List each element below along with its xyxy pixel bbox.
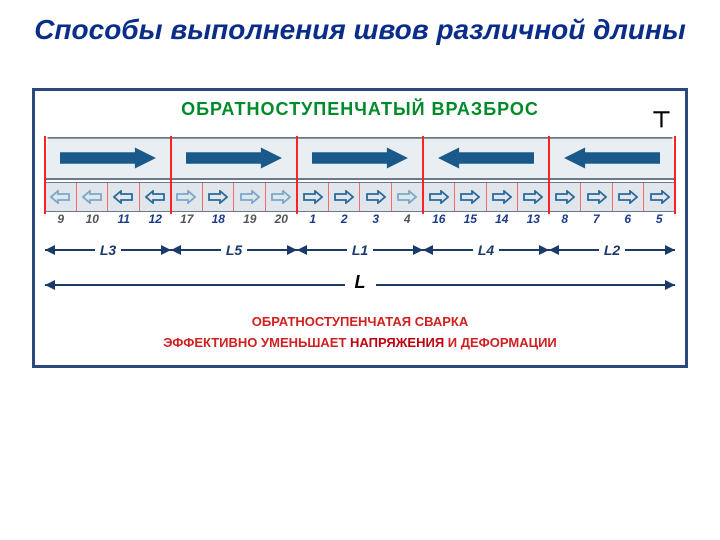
segment-arrow <box>359 183 391 211</box>
segment-arrow <box>423 183 455 211</box>
big-arrow-right <box>171 138 297 178</box>
top-arrows-row <box>45 138 675 178</box>
dim-segment: L5 <box>171 240 297 260</box>
segment-number: 6 <box>612 212 644 232</box>
segment-number: 7 <box>581 212 613 232</box>
title-text: Способы выполнения швов различной длины <box>34 14 686 45</box>
dim-arrow-r <box>413 245 423 255</box>
dim-total-arrow-l <box>45 280 55 290</box>
dimension-row-segments: L3 L5 L1 L4 L2 <box>45 240 675 270</box>
segment-arrow <box>486 183 518 211</box>
dim-arrow-l <box>297 245 307 255</box>
dim-segment: L1 <box>297 240 423 260</box>
section-divider <box>422 136 424 214</box>
segment-number: 1 <box>297 212 329 232</box>
segment-number: 10 <box>77 212 109 232</box>
dim-arrow-l <box>423 245 433 255</box>
section-divider <box>44 136 46 214</box>
segment-arrow <box>296 183 328 211</box>
dim-arrow-r <box>161 245 171 255</box>
segment-arrow <box>580 183 612 211</box>
segment-number: 12 <box>140 212 172 232</box>
dim-arrow-l <box>45 245 55 255</box>
dim-total-arrow-r <box>665 280 675 290</box>
caption-l2b: И ДЕФОРМАЦИИ <box>444 335 557 350</box>
segment-number: 2 <box>329 212 361 232</box>
dim-label: L5 <box>222 242 246 258</box>
segment-number: 16 <box>423 212 455 232</box>
dim-label: L3 <box>96 242 120 258</box>
segment-number: 3 <box>360 212 392 232</box>
caption-l2a: ЭФФЕКТИВНО УМЕНЬШАЕТ <box>163 335 350 350</box>
section-divider <box>296 136 298 214</box>
bottom-caption: ОБРАТНОСТУПЕНЧАТАЯ СВАРКА ЭФФЕКТИВНО УМЕ… <box>35 312 685 354</box>
dim-label: L1 <box>348 242 372 258</box>
segment-arrow <box>139 183 171 211</box>
section-divider <box>548 136 550 214</box>
segment-number: 8 <box>549 212 581 232</box>
dim-arrow-l <box>171 245 181 255</box>
page-title: Способы выполнения швов различной длины <box>0 0 720 50</box>
segment-number: 9 <box>45 212 77 232</box>
segment-arrow <box>76 183 108 211</box>
segment-arrow <box>107 183 139 211</box>
segment-number: 17 <box>171 212 203 232</box>
big-arrow-right <box>297 138 423 178</box>
dimension-row-total: L <box>45 272 675 302</box>
big-arrow-right <box>45 138 171 178</box>
segment-number: 14 <box>486 212 518 232</box>
segment-number: 20 <box>266 212 298 232</box>
dim-total-label: L <box>345 272 376 293</box>
caption-line1: ОБРАТНОСТУПЕНЧАТАЯ СВАРКА <box>35 312 685 333</box>
big-arrow-left <box>423 138 549 178</box>
segment-arrow <box>454 183 486 211</box>
segment-number: 18 <box>203 212 235 232</box>
number-strip: 9101112171819201234161514138765 <box>45 212 675 232</box>
segment-arrow <box>265 183 297 211</box>
segment-number: 13 <box>518 212 550 232</box>
section-divider <box>674 136 676 214</box>
dim-segment: L4 <box>423 240 549 260</box>
caption-l2hl: НАПРЯЖЕНИЯ <box>350 335 444 350</box>
plate-area: 9101112171819201234161514138765 <box>45 128 675 240</box>
segment-arrow <box>612 183 644 211</box>
dim-segment: L3 <box>45 240 171 260</box>
subtitle-text: ОБРАТНОСТУПЕНЧАТЫЙ ВРАЗБРОС <box>181 99 539 119</box>
dim-arrow-r <box>287 245 297 255</box>
big-arrow-left <box>549 138 675 178</box>
segment-number: 15 <box>455 212 487 232</box>
diagram-frame: ОБРАТНОСТУПЕНЧАТЫЙ ВРАЗБРОС ⊤ 9101112171… <box>32 88 688 368</box>
segment-arrow <box>202 183 234 211</box>
dim-label: L2 <box>600 242 624 258</box>
segment-arrow <box>549 183 581 211</box>
segment-arrow <box>517 183 549 211</box>
caption-line2: ЭФФЕКТИВНО УМЕНЬШАЕТ НАПРЯЖЕНИЯ И ДЕФОРМ… <box>35 333 685 354</box>
mid-strip <box>45 182 675 212</box>
dim-arrow-l <box>549 245 559 255</box>
segment-number: 4 <box>392 212 424 232</box>
segment-arrow <box>233 183 265 211</box>
segment-number: 19 <box>234 212 266 232</box>
dim-label: L4 <box>474 242 498 258</box>
segment-arrow <box>45 183 76 211</box>
segment-arrow <box>328 183 360 211</box>
section-divider <box>170 136 172 214</box>
segment-number: 11 <box>108 212 140 232</box>
segment-arrow <box>391 183 423 211</box>
segment-number: 5 <box>644 212 676 232</box>
segment-arrow <box>170 183 202 211</box>
diagram-subtitle: ОБРАТНОСТУПЕНЧАТЫЙ ВРАЗБРОС <box>35 91 685 124</box>
dim-segment: L2 <box>549 240 675 260</box>
dim-arrow-r <box>539 245 549 255</box>
dim-arrow-r <box>665 245 675 255</box>
segment-arrow <box>643 183 675 211</box>
